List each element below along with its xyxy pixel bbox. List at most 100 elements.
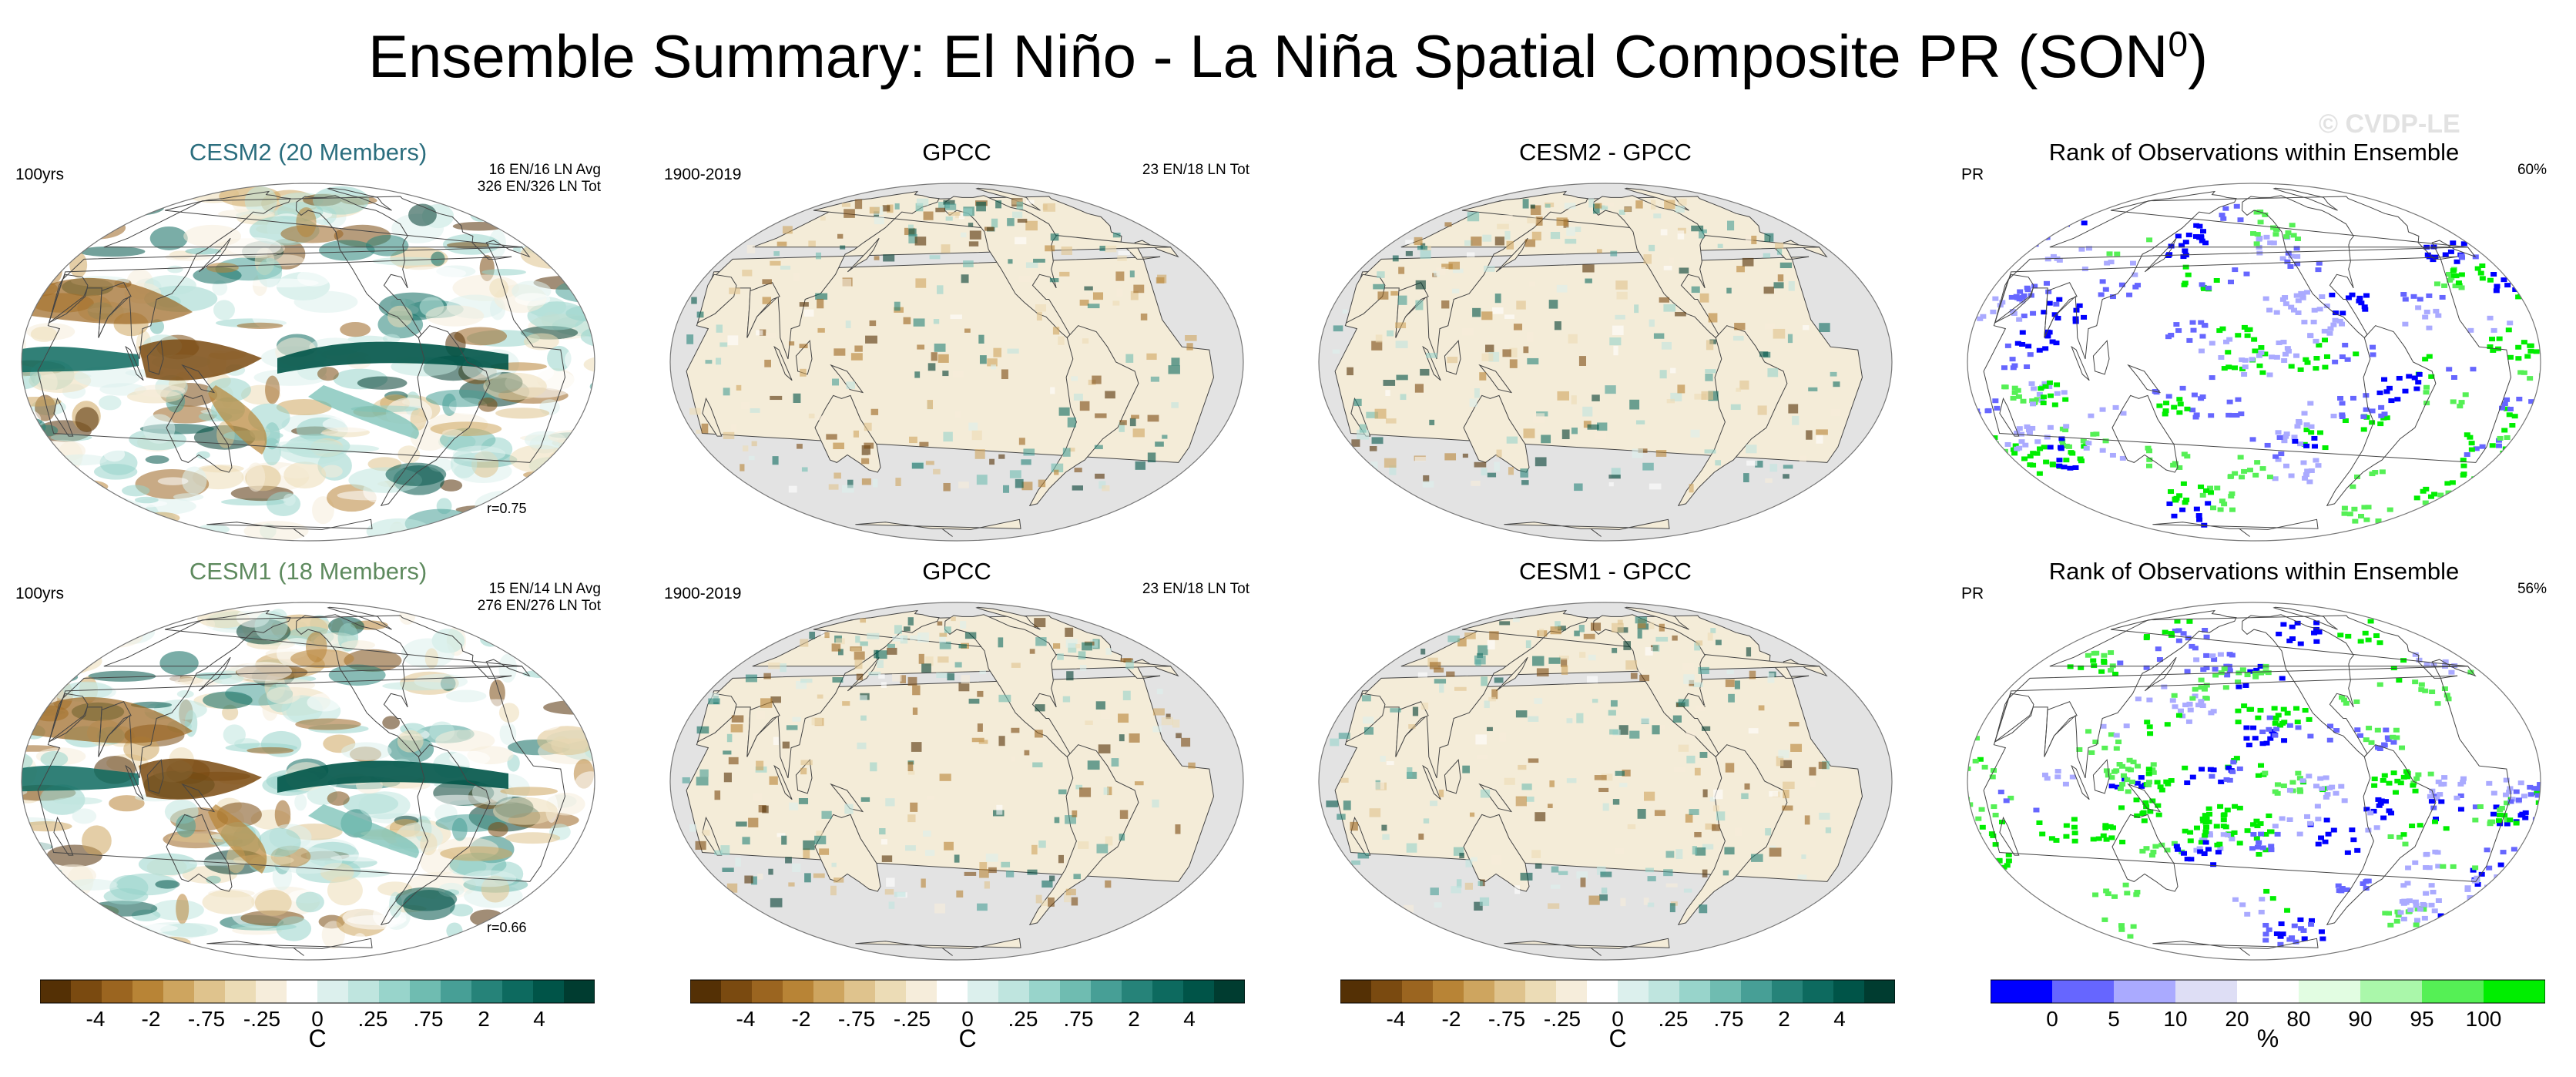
field-cell <box>481 269 526 276</box>
land-cell <box>931 352 937 361</box>
rank-cell <box>2180 851 2187 856</box>
rank-cell <box>2541 792 2547 797</box>
land-cell <box>1496 449 1502 458</box>
land-cell <box>1533 413 1545 423</box>
rank-cell <box>2379 469 2386 475</box>
rank-cell <box>2001 655 2008 660</box>
rank-cell <box>2410 780 2417 786</box>
field-cell <box>565 461 595 474</box>
land-cell <box>1122 690 1131 700</box>
land-cell <box>979 869 989 878</box>
rank-cell <box>2229 413 2236 418</box>
field-cell <box>327 791 350 806</box>
land-cell <box>1808 387 1818 391</box>
rank-cell <box>1975 816 1982 821</box>
land-cell <box>1434 679 1447 684</box>
rank-cell <box>2184 780 2191 786</box>
land-cell <box>923 211 934 220</box>
land-cell <box>1806 430 1813 440</box>
land-cell <box>1484 700 1490 709</box>
rank-cell <box>2255 715 2262 720</box>
land-cell <box>1092 375 1102 384</box>
rank-cell <box>2007 246 2014 251</box>
field-cell <box>462 699 530 726</box>
colorbar-swatch <box>1618 980 1649 1003</box>
rank-cell <box>2071 817 2078 822</box>
field-cell <box>602 311 616 337</box>
land-cell <box>854 659 863 669</box>
field-cell <box>22 498 23 521</box>
rank-cell <box>2511 847 2517 852</box>
rank-cell <box>1946 284 1947 288</box>
rank-cell <box>2235 708 2242 713</box>
rank-cell <box>2211 657 2218 663</box>
rank-cell <box>2501 922 2507 928</box>
land-cell <box>840 245 846 250</box>
rank-cell <box>2149 767 2156 773</box>
rank-cell <box>2254 844 2261 850</box>
rank-cell <box>2217 507 2224 512</box>
rank-cell <box>2235 720 2242 725</box>
rank-cell <box>2177 401 2184 407</box>
rank-cell <box>2278 451 2285 457</box>
land-cell <box>1481 676 1488 686</box>
rank-cell <box>2531 918 2537 923</box>
coastline-japan <box>847 237 880 273</box>
rank-cell <box>2256 840 2262 845</box>
land-cell <box>1065 888 1076 896</box>
rank-cell <box>2374 745 2381 750</box>
land-cell <box>1049 278 1059 283</box>
land-cell <box>1095 701 1105 710</box>
rank-cell <box>2247 669 2254 674</box>
rank-cell <box>1960 287 1966 292</box>
land-cell <box>1478 881 1483 886</box>
coastline-sumatra <box>1422 764 1441 800</box>
land-cell <box>1713 789 1723 800</box>
land-cell <box>817 327 825 333</box>
rank-cell <box>2221 366 2228 371</box>
rank-cell <box>2284 908 2291 913</box>
rank-cell <box>2024 287 2031 293</box>
field-cell <box>554 643 592 667</box>
colorbar-swatch <box>2360 980 2423 1003</box>
land-cell <box>1659 297 1670 303</box>
land-cell <box>740 401 750 410</box>
land-cell <box>1011 756 1016 762</box>
land-cell <box>1066 671 1074 681</box>
land-cell <box>753 793 763 801</box>
land-cell <box>770 395 783 401</box>
field-cell <box>2 628 22 655</box>
field-cell <box>22 232 62 262</box>
rank-cell <box>2522 815 2529 820</box>
land-cell <box>1487 639 1495 650</box>
land-cell <box>1622 770 1631 777</box>
rank-cell <box>2319 294 2326 300</box>
rank-cell <box>2547 814 2553 819</box>
land-cell <box>868 671 881 676</box>
field-cell <box>570 205 595 223</box>
land-cell <box>1609 729 1618 735</box>
rank-cell <box>1985 879 1992 884</box>
land-cell <box>925 461 934 465</box>
rank-cell <box>2554 805 2561 810</box>
rank-cell <box>2289 780 2296 785</box>
rank-cell <box>2203 634 2210 639</box>
land-cell <box>1557 391 1570 401</box>
rank-cell <box>2085 441 2092 446</box>
rank-cell <box>2285 348 2292 354</box>
rank-cell <box>2442 252 2449 257</box>
field-cell <box>561 863 594 873</box>
rank-cell <box>2503 777 2510 783</box>
rank-cell <box>1946 670 1950 675</box>
land-cell <box>801 467 808 472</box>
rank-cell <box>2490 659 2497 664</box>
rank-cell <box>2537 422 2541 428</box>
rank-cell <box>1984 667 1991 673</box>
land-cell <box>894 891 906 898</box>
land-cell <box>803 309 814 317</box>
land-cell <box>939 641 951 649</box>
land-cell <box>1515 796 1527 807</box>
land-cell <box>1641 717 1650 724</box>
panel-title: CESM1 - GPCC <box>1519 558 1692 585</box>
rank-cell <box>2297 917 2304 922</box>
